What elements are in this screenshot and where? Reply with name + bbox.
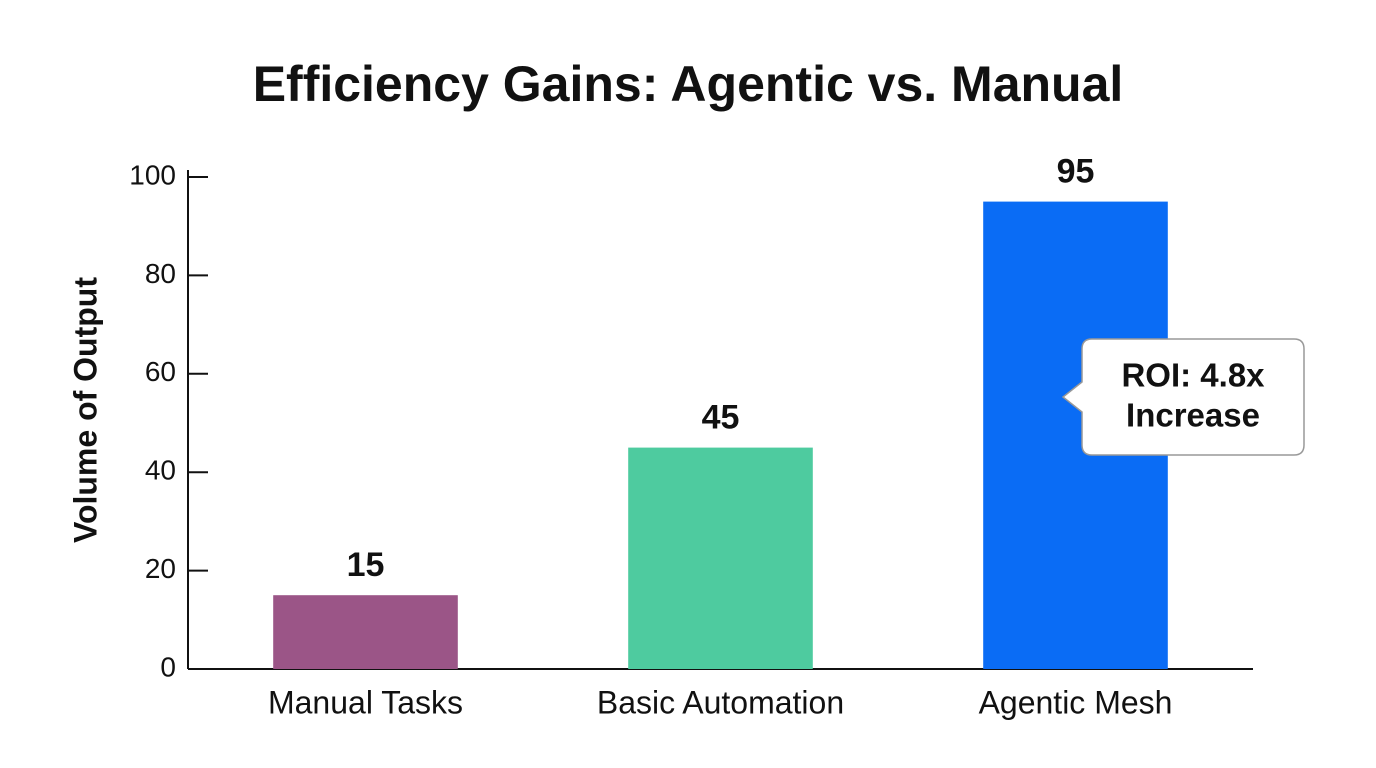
x-tick-label: Basic Automation xyxy=(597,684,844,720)
bar xyxy=(628,447,813,669)
annotation-text: Increase xyxy=(1126,397,1260,434)
callout-box xyxy=(1061,338,1305,456)
bar xyxy=(273,595,458,669)
y-tick-label: 100 xyxy=(129,159,176,190)
y-tick-label: 20 xyxy=(145,553,176,584)
value-label: 45 xyxy=(702,399,740,437)
y-tick-label: 80 xyxy=(145,258,176,289)
x-tick-label: Agentic Mesh xyxy=(979,684,1173,720)
y-tick-label: 40 xyxy=(145,455,176,486)
y-axis-label: Volume of Output xyxy=(67,277,103,543)
y-tick-label: 0 xyxy=(160,651,176,682)
chart-title: Efficiency Gains: Agentic vs. Manual xyxy=(253,56,1124,112)
annotation-text: ROI: 4.8x xyxy=(1121,357,1265,394)
value-label: 15 xyxy=(347,546,385,584)
x-tick-label: Manual Tasks xyxy=(268,684,463,720)
value-label: 95 xyxy=(1057,153,1095,191)
y-tick-label: 60 xyxy=(145,356,176,387)
